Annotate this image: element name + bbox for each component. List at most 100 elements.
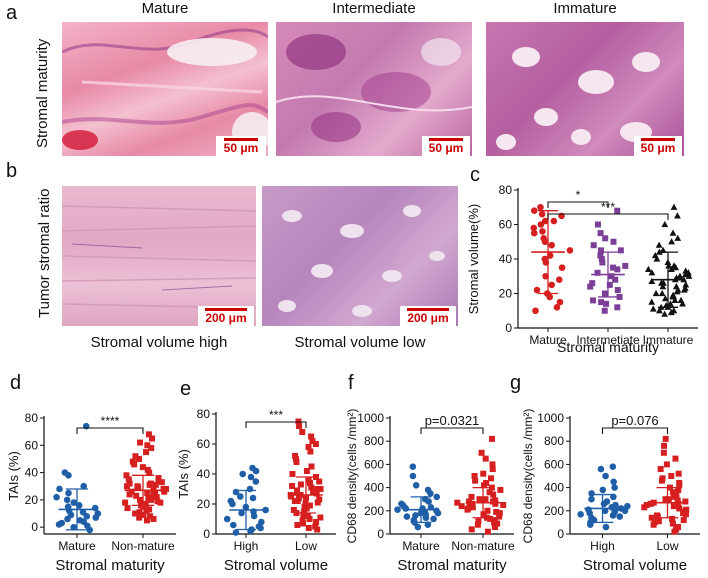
caption-volume-high: Stromal volume high (90, 334, 228, 351)
data-point (293, 459, 300, 465)
y-tick-label: 0 (505, 321, 512, 335)
data-point (250, 512, 258, 520)
data-point (422, 514, 430, 522)
y-tick-label: 60 (499, 218, 513, 232)
data-point (668, 238, 675, 245)
data-point (80, 482, 88, 490)
data-point (125, 476, 132, 483)
data-point (540, 235, 547, 242)
data-point (617, 247, 624, 254)
chart-e-tais-volume: 0 20 40 60 80 TAIs (%) High Low Stromal volume **… (176, 407, 336, 574)
data-point (91, 504, 99, 512)
scale-label-b1: 200 μm (205, 311, 247, 325)
data-point (680, 517, 687, 524)
data-point (53, 493, 60, 501)
data-point (489, 466, 496, 473)
data-point (679, 300, 686, 307)
data-point (674, 212, 681, 219)
x-axis-label: Stromal maturity (397, 557, 507, 574)
panel-letter-g: g (510, 372, 522, 394)
data-point (314, 499, 321, 506)
y-axis-label: TAIs (%) (176, 449, 191, 499)
data-point (661, 295, 669, 302)
data-point (257, 524, 264, 532)
y-tick-label: 200 (364, 504, 384, 518)
data-point (614, 207, 621, 214)
data-point (608, 273, 615, 280)
data-point (297, 481, 304, 488)
data-point (537, 203, 544, 211)
data-point (70, 523, 77, 531)
data-point (594, 269, 601, 276)
data-point (659, 246, 667, 253)
data-point (303, 468, 310, 474)
data-point (661, 310, 669, 317)
data-point (587, 283, 594, 290)
data-point (469, 504, 476, 511)
data-point (674, 497, 681, 504)
data-point (667, 308, 675, 316)
data-point (484, 528, 491, 535)
title-intermediate: Intermediate (332, 0, 416, 17)
data-point (126, 480, 133, 487)
data-point (648, 277, 656, 285)
data-point (548, 281, 556, 289)
data-point (662, 496, 669, 503)
data-point (537, 221, 545, 228)
data-point (598, 256, 605, 262)
data-point (480, 470, 487, 477)
data-point (247, 473, 255, 481)
data-point (484, 507, 491, 514)
significance-bracket (245, 421, 307, 428)
data-point (317, 486, 324, 492)
data-point (155, 477, 162, 484)
data-point (294, 489, 301, 495)
significance-bracket (76, 427, 144, 434)
data-point (478, 449, 485, 456)
data-point (158, 479, 165, 486)
y-tick-label: 1000 (537, 411, 564, 425)
data-point (126, 491, 133, 498)
data-point (148, 445, 155, 452)
data-point (530, 224, 538, 232)
data-point (670, 203, 678, 210)
data-point (675, 470, 682, 477)
data-point (133, 492, 140, 499)
data-point (238, 509, 245, 517)
data-point (558, 264, 566, 271)
data-point (577, 510, 584, 518)
data-point (602, 472, 609, 480)
data-point (602, 235, 609, 242)
data-point (650, 521, 657, 528)
y-tick-label: 800 (544, 434, 564, 448)
scale-label-a3: 50 μm (640, 141, 676, 155)
data-point (656, 307, 663, 314)
data-point (249, 494, 257, 502)
data-point (612, 276, 619, 283)
y-tick-label: 40 (499, 252, 513, 266)
data-point (586, 521, 594, 529)
panel-letter-c: c (470, 164, 480, 186)
data-point (621, 507, 629, 515)
data-point (489, 435, 496, 442)
data-point (647, 500, 654, 507)
data-point (252, 467, 260, 475)
data-point (294, 498, 301, 504)
data-point (306, 480, 313, 486)
data-point (597, 230, 604, 237)
data-point (305, 444, 312, 450)
data-point (136, 514, 143, 521)
data-point (308, 433, 315, 440)
histology-image-intermediate (276, 22, 472, 156)
x-axis-label: Stromal maturity (557, 339, 659, 355)
title-mature: Mature (141, 0, 189, 17)
data-point (149, 435, 156, 442)
y-tick-label: 40 (197, 467, 211, 481)
data-point (588, 490, 595, 497)
data-point (659, 283, 667, 290)
data-point (246, 485, 254, 493)
data-point (454, 499, 461, 506)
data-point (550, 217, 558, 225)
data-point (308, 463, 315, 470)
data-point (313, 519, 320, 525)
